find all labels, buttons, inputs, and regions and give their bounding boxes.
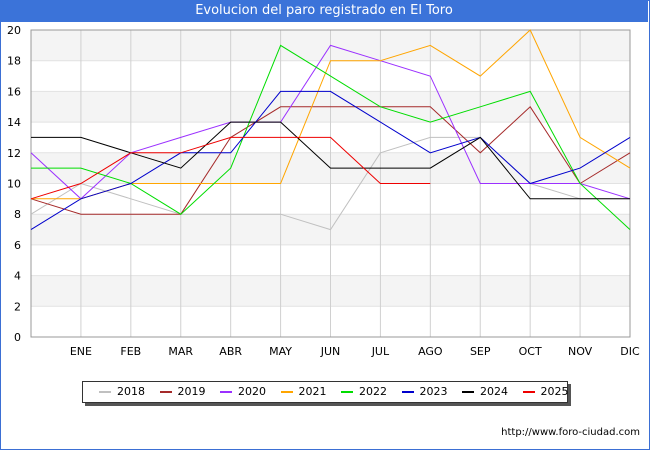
y-tick-label: 10 bbox=[7, 178, 21, 191]
x-tick-label: DIC bbox=[620, 345, 640, 358]
legend-item-2024: 2024 bbox=[458, 382, 515, 402]
y-tick-label: 20 bbox=[7, 24, 21, 37]
legend-swatch bbox=[159, 391, 172, 393]
source-url: http://www.foro-ciudad.com bbox=[501, 427, 640, 438]
legend-label: 2022 bbox=[359, 385, 387, 398]
legend-item-2019: 2019 bbox=[156, 382, 213, 402]
legend-item-2020: 2020 bbox=[216, 382, 273, 402]
x-tick-label: JUL bbox=[371, 345, 390, 358]
x-tick-label: AGO bbox=[418, 345, 443, 358]
y-axis-ticks: 0 2 4 6 8 10 12 14 16 18 20 bbox=[7, 24, 21, 344]
legend-swatch bbox=[341, 391, 353, 393]
x-tick-label: MAR bbox=[168, 345, 193, 358]
legend-swatch bbox=[99, 391, 111, 393]
legend-swatch bbox=[522, 391, 535, 393]
legend-swatch bbox=[462, 391, 474, 393]
y-tick-label: 18 bbox=[7, 55, 21, 68]
legend-label: 2020 bbox=[238, 385, 266, 398]
series-line-2025 bbox=[30, 136, 431, 200]
legend-item-2023: 2023 bbox=[398, 382, 455, 402]
y-tick-label: 6 bbox=[14, 239, 21, 252]
x-tick-label: ABR bbox=[219, 345, 242, 358]
legend-item-2021: 2021 bbox=[277, 382, 334, 402]
legend-item-2025: 2025 bbox=[519, 382, 576, 402]
series-layer bbox=[30, 29, 631, 231]
x-tick-label: OCT bbox=[519, 345, 542, 358]
legend-label: 2019 bbox=[177, 385, 206, 398]
x-axis-ticks: ENE FEB MAR ABR MAY JUN JUL AGO SEP OCT NOV DIC bbox=[70, 345, 640, 358]
legend-label: 2024 bbox=[480, 385, 508, 398]
legend-item-2022: 2022 bbox=[337, 382, 394, 402]
legend-swatch bbox=[220, 391, 232, 393]
y-tick-label: 16 bbox=[7, 85, 21, 98]
y-tick-label: 2 bbox=[14, 300, 21, 313]
x-tick-label: NOV bbox=[568, 345, 593, 358]
legend-label: 2018 bbox=[117, 385, 145, 398]
y-tick-label: 8 bbox=[14, 208, 21, 221]
x-tick-label: SEP bbox=[470, 345, 491, 358]
chart-title: Evolucion del paro registrado en El Toro bbox=[0, 0, 648, 22]
legend-label: 2023 bbox=[419, 385, 448, 398]
y-tick-label: 14 bbox=[7, 116, 21, 129]
x-tick-label: MAY bbox=[269, 345, 292, 358]
series-line-2023 bbox=[30, 90, 631, 231]
plot-border bbox=[30, 29, 631, 338]
legend-label: 2021 bbox=[298, 385, 327, 398]
legend: 2018 2019 2020 2021 2022 2023 2024 2025 bbox=[82, 381, 569, 403]
x-tick-label: JUN bbox=[320, 345, 341, 358]
legend-item-2018: 2018 bbox=[95, 382, 152, 402]
y-tick-label: 4 bbox=[14, 270, 21, 283]
y-tick-label: 0 bbox=[14, 331, 21, 344]
x-tick-label: FEB bbox=[120, 345, 141, 358]
y-tick-label: 12 bbox=[7, 147, 21, 160]
legend-label: 2025 bbox=[540, 385, 569, 398]
series-line-2019 bbox=[30, 106, 631, 215]
legend-swatch bbox=[280, 391, 293, 393]
x-tick-label: ENE bbox=[70, 345, 92, 358]
legend-swatch bbox=[401, 391, 414, 393]
